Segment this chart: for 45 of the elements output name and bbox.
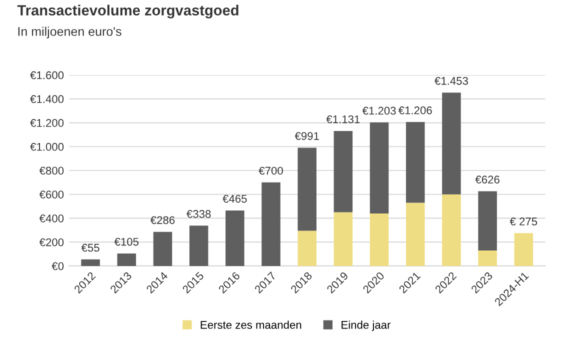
bar	[334, 130, 353, 212]
bar	[370, 213, 389, 266]
bar	[226, 210, 244, 266]
total-label: €55	[81, 244, 100, 252]
total-label: €626	[475, 176, 500, 184]
y-tick-label: €800	[39, 166, 64, 175]
bar	[514, 233, 534, 266]
y-tick-label: €0	[52, 262, 64, 270]
legend-label: Einde jaar	[342, 320, 391, 331]
bar	[478, 191, 497, 250]
chart-title: Transactievolume zorgvastgoed	[17, 4, 238, 18]
total-label: €286	[150, 216, 175, 224]
bar	[117, 253, 136, 266]
bar	[153, 232, 172, 266]
bar	[81, 259, 100, 266]
total-label: €1.206	[398, 106, 432, 114]
total-label: €338	[186, 210, 211, 218]
y-tick-label: €1.000	[30, 142, 64, 151]
bar	[406, 122, 425, 203]
total-label: €1.131	[326, 115, 360, 124]
bar	[189, 226, 208, 266]
chart-subtitle: In miljoenen euro's	[18, 26, 122, 38]
bar	[370, 122, 389, 214]
y-tick-label: €600	[39, 190, 64, 199]
legend-label: Eerste zes maanden	[200, 320, 302, 329]
total-label: € 275	[510, 218, 538, 226]
bar	[478, 250, 497, 266]
y-tick-label: €1.600	[30, 71, 64, 80]
y-tick-label: €400	[39, 214, 64, 222]
bar	[442, 194, 461, 266]
y-tick-label: €1.200	[30, 119, 64, 127]
bar	[298, 230, 316, 266]
bar	[262, 182, 280, 266]
bar	[406, 202, 425, 266]
total-label: €991	[294, 132, 319, 140]
total-label: €1.203	[362, 106, 396, 115]
total-label: €700	[258, 166, 283, 175]
total-label: €105	[114, 238, 139, 246]
bar	[442, 92, 461, 194]
bar	[334, 212, 353, 266]
y-tick-label: €200	[39, 238, 64, 246]
bar	[298, 148, 316, 231]
y-tick-label: €1.400	[30, 95, 64, 104]
total-label: €465	[222, 194, 247, 203]
total-label: €1.453	[434, 76, 468, 85]
